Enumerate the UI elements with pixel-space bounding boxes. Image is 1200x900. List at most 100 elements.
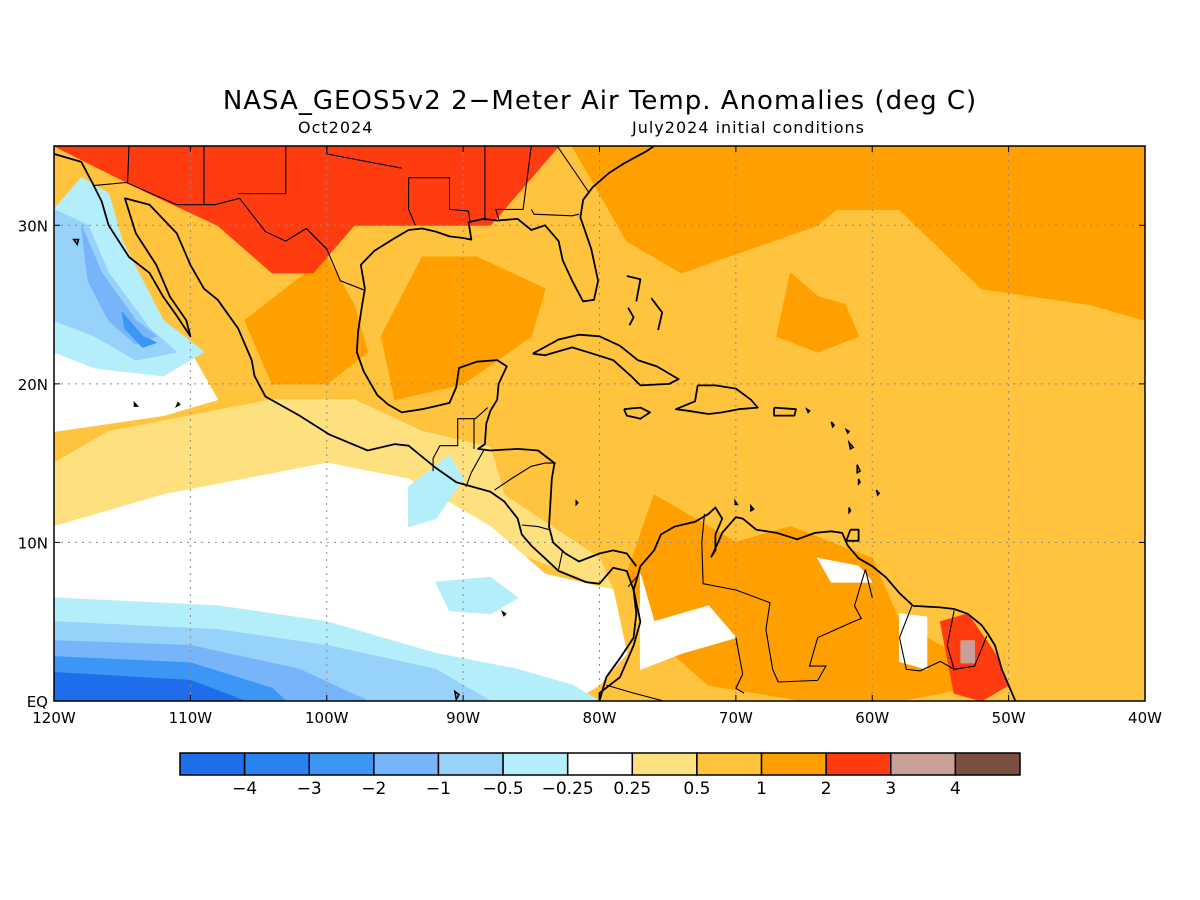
island xyxy=(857,478,861,486)
colorbar-label: 3 xyxy=(885,779,896,799)
border-line xyxy=(408,177,416,226)
anomaly-region xyxy=(960,640,975,664)
colorbar-swatch xyxy=(243,752,310,776)
y-tick-label: EQ xyxy=(27,693,48,711)
x-tick-label: 110W xyxy=(169,709,213,727)
border-line xyxy=(465,472,472,488)
y-tick-label: 20N xyxy=(18,376,48,394)
colorbar-swatch xyxy=(437,752,504,776)
border-line xyxy=(494,462,556,491)
coastline xyxy=(54,153,638,701)
coastline xyxy=(675,384,759,415)
colorbar-swatch xyxy=(890,752,957,776)
x-tick-label: 40W xyxy=(1128,709,1162,727)
island xyxy=(875,489,881,497)
colorbar-label: 2 xyxy=(821,779,832,799)
x-tick-label: 90W xyxy=(446,709,480,727)
border-line xyxy=(556,146,590,193)
colorbar-label: −0.25 xyxy=(542,779,594,799)
colorbar-swatch xyxy=(179,752,246,776)
border-line xyxy=(558,550,564,570)
border-line xyxy=(701,513,779,683)
x-tick-label: 100W xyxy=(305,709,349,727)
colorbar-swatch xyxy=(696,752,763,776)
border-line xyxy=(408,177,471,223)
colorbar-label: 1 xyxy=(756,779,767,799)
colorbar-swatch xyxy=(566,752,634,776)
colorbar-label: −4 xyxy=(232,779,257,799)
coastline xyxy=(598,506,1017,701)
colorbar-label: −2 xyxy=(361,779,386,799)
anomaly-region xyxy=(776,272,860,353)
border-line xyxy=(954,635,988,670)
island xyxy=(133,400,139,407)
coastline xyxy=(845,528,860,542)
border-line xyxy=(606,684,664,701)
island xyxy=(750,503,755,513)
colorbar-label: −3 xyxy=(297,779,322,799)
colorbar-swatch xyxy=(308,752,375,776)
coastline xyxy=(627,307,635,326)
x-tick-label: 50W xyxy=(992,709,1026,727)
colorbar-swatch xyxy=(954,752,1021,776)
border-line xyxy=(940,610,956,671)
border-line xyxy=(432,407,489,472)
axis-ticks: 120W 110W 100W 90W 80W 70W 60W 50W 40W EQ 10N 20N 30… xyxy=(18,146,1162,727)
x-tick-label: 120W xyxy=(32,709,76,727)
island xyxy=(453,689,461,701)
colorbar-label: 0.5 xyxy=(683,779,710,799)
colorbar-label: −0.5 xyxy=(482,779,523,799)
anomaly-region xyxy=(817,557,873,583)
anomaly-region xyxy=(121,312,157,348)
x-tick-label: 80W xyxy=(583,709,617,727)
colorbar-swatch xyxy=(502,752,569,776)
anomaly-region xyxy=(408,454,464,528)
y-tick-label: 10N xyxy=(18,534,48,552)
border-line xyxy=(470,450,485,473)
y-tick-label: 30N xyxy=(18,217,48,235)
small-islands xyxy=(72,238,881,701)
island xyxy=(734,498,739,506)
colorbar-swatch xyxy=(760,752,827,776)
island xyxy=(848,507,852,515)
coastline xyxy=(650,297,664,331)
island xyxy=(805,407,811,414)
border-line xyxy=(898,605,941,672)
border-line xyxy=(521,524,550,531)
island xyxy=(501,610,507,617)
border-line xyxy=(627,575,639,588)
island xyxy=(856,464,862,475)
border-line xyxy=(864,569,873,599)
island xyxy=(830,421,836,429)
island xyxy=(72,238,80,247)
border-line xyxy=(93,181,366,291)
anomaly-region xyxy=(244,256,369,385)
coastline xyxy=(773,406,797,417)
border-line xyxy=(778,569,866,683)
colorbar: −4 −3 −2 −1 −0.5 −0.25 0.25 0.5 1 2 3 4 xyxy=(179,752,1021,799)
border-line xyxy=(495,146,532,220)
coastline xyxy=(359,146,655,303)
initial-conditions-label: July2024 initial conditions xyxy=(632,118,865,137)
island xyxy=(575,499,579,507)
colorbar-label: −1 xyxy=(426,779,451,799)
x-tick-label: 70W xyxy=(719,709,753,727)
coastline xyxy=(532,333,680,387)
border-line xyxy=(530,209,580,217)
anomaly-region xyxy=(435,576,519,615)
political-borders xyxy=(93,146,988,701)
border-line xyxy=(127,146,130,183)
colorbar-label: 4 xyxy=(950,779,961,799)
x-tick-label: 60W xyxy=(855,709,889,727)
coastline xyxy=(355,288,638,567)
border-line xyxy=(238,146,287,195)
coastline xyxy=(626,275,642,302)
colorbar-swatch xyxy=(631,752,698,776)
island xyxy=(174,401,181,408)
coastlines xyxy=(54,146,1017,701)
colorbar-swatch xyxy=(373,752,440,776)
map-title: NASA_GEOS5v2 2−Meter Air Temp. Anomalies… xyxy=(222,86,978,116)
forecast-month-label: Oct2024 xyxy=(298,118,374,137)
anomaly-region xyxy=(708,146,1145,321)
